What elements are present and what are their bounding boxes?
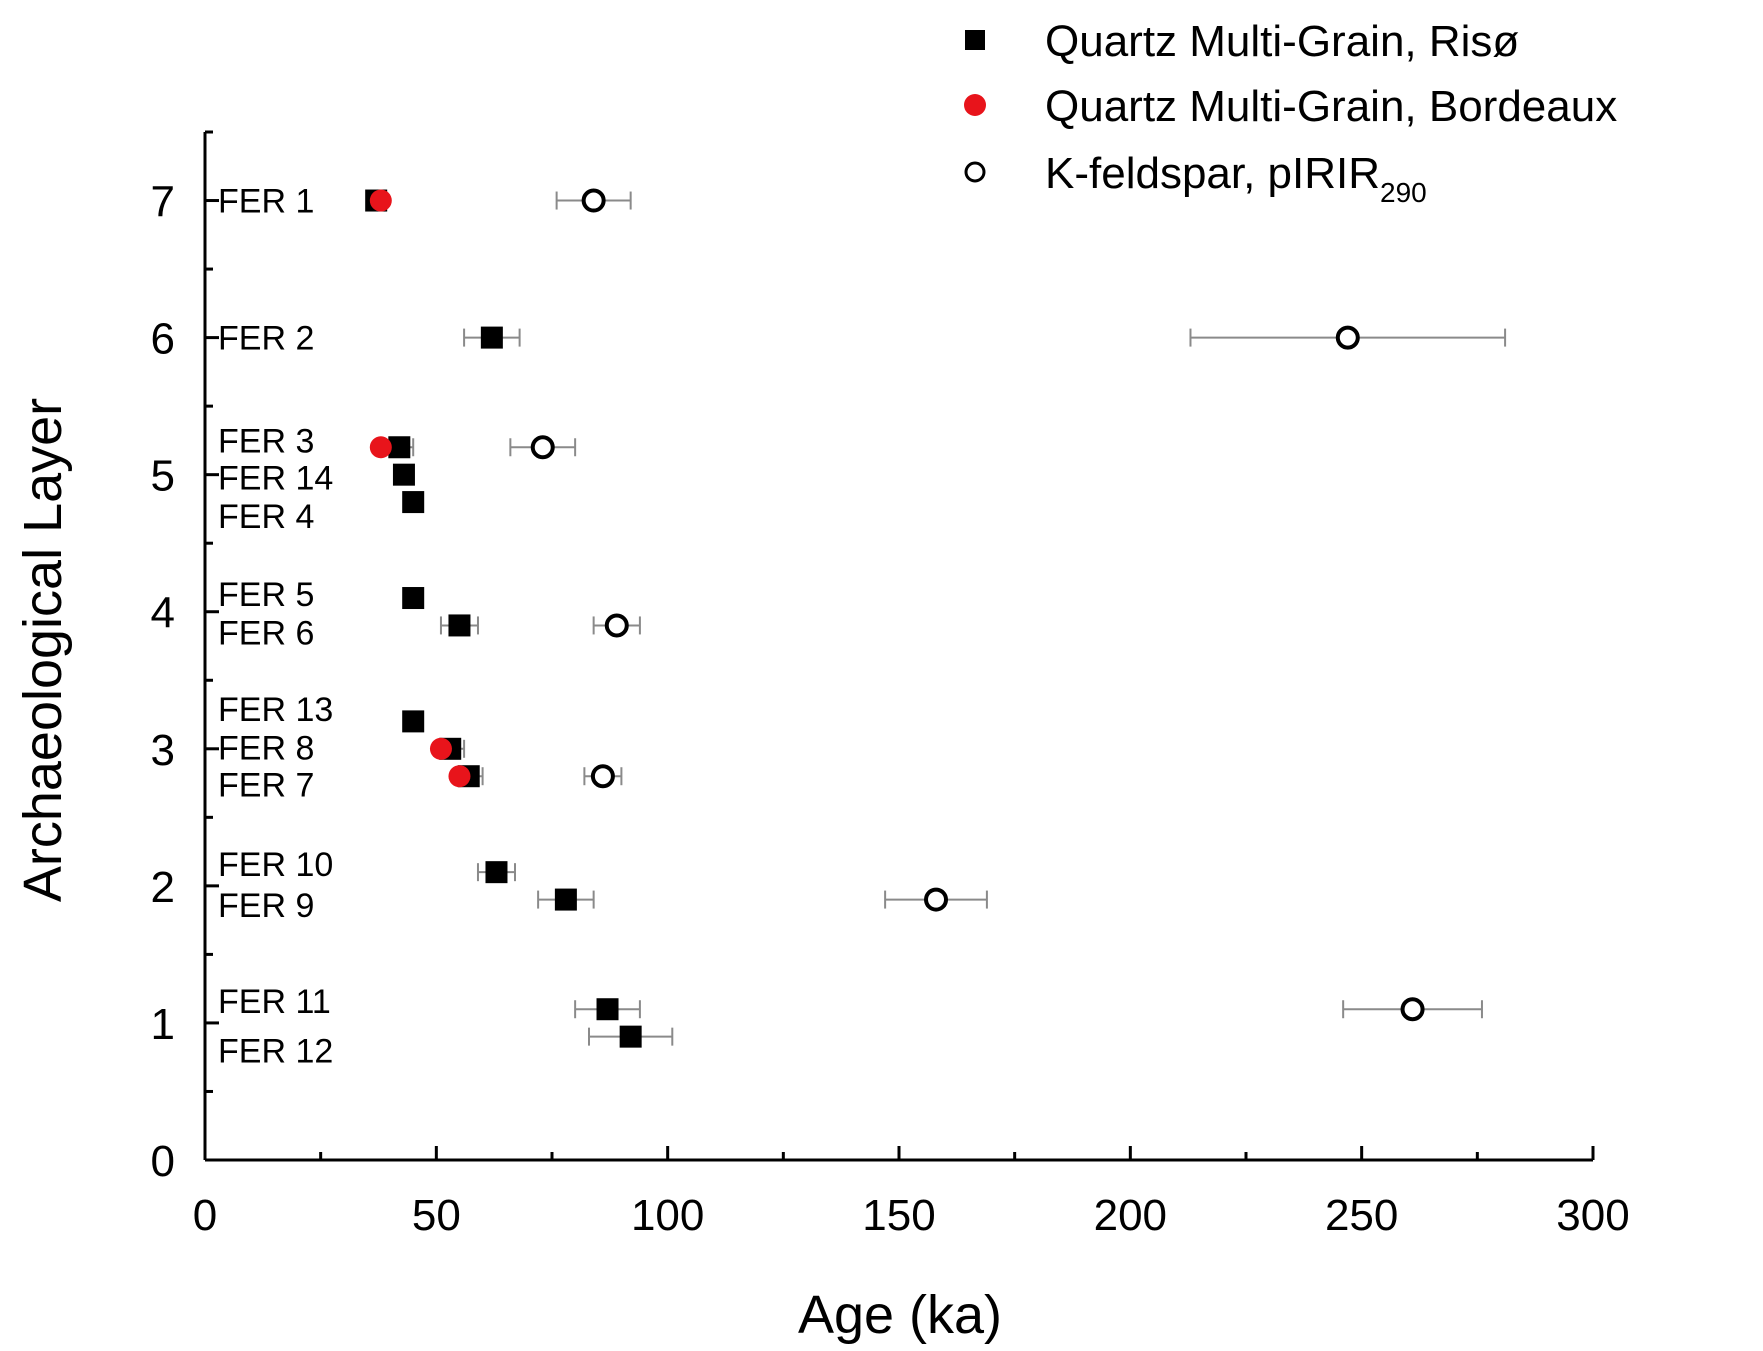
sample-label: FER 9 bbox=[218, 887, 314, 925]
data-point-open-circle bbox=[1400, 997, 1425, 1022]
sample-label: FER 12 bbox=[218, 1032, 333, 1070]
data-point-square bbox=[485, 861, 508, 884]
y-tick-label: 0 bbox=[151, 1137, 175, 1186]
x-tick-label: 150 bbox=[862, 1191, 935, 1240]
data-point-red bbox=[369, 436, 392, 459]
sample-label: FER 13 bbox=[218, 691, 333, 729]
y-tick-label: 2 bbox=[151, 863, 175, 912]
data-point-square bbox=[448, 614, 471, 637]
data-point-square bbox=[619, 1025, 642, 1048]
data-point-square bbox=[392, 463, 415, 486]
data-marks bbox=[365, 188, 1507, 1048]
legend-label: Quartz Multi-Grain, Risø bbox=[1045, 17, 1519, 66]
data-point-open-circle bbox=[581, 188, 606, 213]
x-tick-label: 300 bbox=[1556, 1191, 1629, 1240]
data-point-square bbox=[402, 710, 425, 733]
data-point-square bbox=[554, 888, 577, 911]
legend-marker-open-circle bbox=[964, 161, 986, 183]
axes-layer: 0 50 100 150 200 250 300 0 1 2 3 4 5 6 7 bbox=[151, 130, 1630, 1240]
x-tick-label: 100 bbox=[631, 1191, 704, 1240]
legend-label: K-feldspar, pIRIR290 bbox=[1045, 149, 1427, 208]
data-point-red bbox=[448, 765, 471, 788]
y-tick-label: 6 bbox=[151, 315, 175, 364]
sample-label: FER 1 bbox=[218, 183, 314, 221]
sample-label: FER 11 bbox=[218, 983, 331, 1021]
data-point-square bbox=[596, 998, 619, 1021]
data-point-square bbox=[388, 436, 411, 459]
legend-label: Quartz Multi-Grain, Bordeaux bbox=[1045, 82, 1617, 131]
sample-label: FER 14 bbox=[218, 459, 333, 497]
y-axis-title: Archaeological Layer bbox=[13, 398, 73, 902]
data-point-square bbox=[402, 491, 425, 514]
sample-label: FER 8 bbox=[218, 729, 314, 767]
data-point-square bbox=[402, 587, 425, 610]
sample-label: FER 3 bbox=[218, 422, 314, 460]
data-point-open-circle bbox=[924, 887, 949, 912]
data-point-red bbox=[429, 737, 452, 760]
x-tick-label: 50 bbox=[412, 1191, 461, 1240]
sample-label: FER 6 bbox=[218, 614, 314, 652]
data-point-open-circle bbox=[530, 435, 555, 460]
legend-marker-square bbox=[965, 30, 985, 50]
legend-label-subscript: 290 bbox=[1380, 177, 1427, 208]
y-tick-label: 3 bbox=[151, 726, 175, 775]
legend: Quartz Multi-Grain, Risø Quartz Multi-Gra… bbox=[964, 17, 1617, 208]
sample-label: FER 5 bbox=[218, 576, 314, 614]
sample-label: FER 2 bbox=[218, 320, 314, 358]
data-point-open-circle bbox=[590, 764, 615, 789]
y-tick-label: 7 bbox=[151, 178, 175, 227]
sample-label: FER 7 bbox=[218, 766, 314, 804]
x-tick-label: 200 bbox=[1094, 1191, 1167, 1240]
sample-label: FER 10 bbox=[218, 846, 333, 884]
data-point-red bbox=[369, 189, 392, 212]
data-point-open-circle bbox=[1335, 325, 1360, 350]
data-point-open-circle bbox=[604, 613, 629, 638]
y-tick-label: 4 bbox=[151, 589, 175, 638]
x-tick-label: 0 bbox=[193, 1191, 217, 1240]
sample-label: FER 4 bbox=[218, 498, 314, 536]
y-tick-label: 5 bbox=[151, 452, 175, 501]
y-tick-label: 1 bbox=[151, 1000, 175, 1049]
x-tick-label: 250 bbox=[1325, 1191, 1398, 1240]
legend-marker-red bbox=[964, 94, 986, 116]
data-point-square bbox=[480, 326, 503, 349]
x-axis-title: Age (ka) bbox=[798, 1285, 1002, 1345]
